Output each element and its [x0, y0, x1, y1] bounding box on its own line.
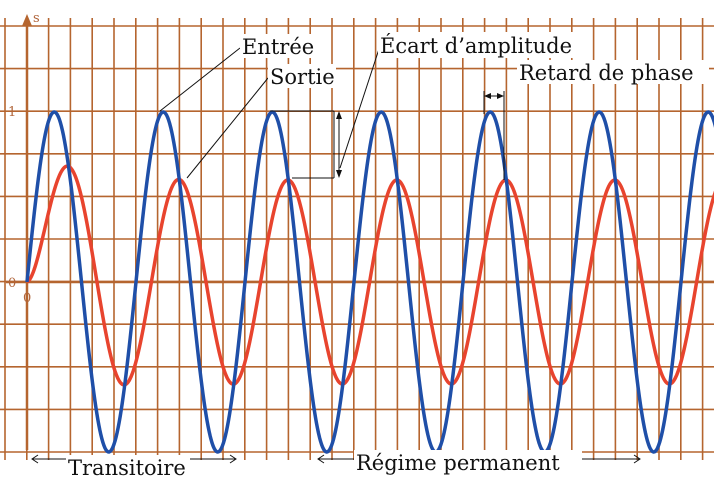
y-tick-label-0: 0: [8, 276, 16, 291]
ecart-leader-line: [339, 45, 381, 169]
transitoire-label-bg: [66, 455, 190, 481]
transitoire-label: Transitoire: [68, 456, 186, 480]
y-tick-label-1: 1: [8, 105, 16, 120]
sortie-label: Sortie: [270, 65, 335, 89]
transitoire-range-right-arrow: [229, 454, 237, 464]
retard-label: Retard de phase: [519, 61, 694, 85]
entree-label-bg: [240, 34, 318, 58]
entree-label: Entrée: [242, 35, 314, 59]
entree-leader-line: [159, 47, 241, 112]
y-axis-arrow: [22, 14, 32, 26]
series-group: [25, 110, 714, 454]
series-line-entree: [25, 110, 714, 454]
ecart-arrowhead-up: [336, 111, 342, 119]
ecart-label-bg: [378, 32, 590, 58]
axes: s 1 0 0: [6, 11, 714, 450]
series-line-sortie: [26, 164, 714, 387]
retard-label-bg: [517, 60, 709, 84]
annotations: Entrée Sortie Écart d’amplitude Retard d…: [31, 32, 709, 481]
retard-arrowhead-right: [497, 93, 504, 99]
ecart-arrowhead-down: [336, 170, 342, 178]
sortie-label-bg: [268, 64, 336, 88]
regime-range-left-arrow: [317, 454, 325, 464]
regime-range-right-arrow: [633, 454, 641, 464]
x-tick-label-0: 0: [23, 291, 31, 306]
y-axis-label: s: [33, 11, 40, 26]
regime-label: Régime permanent: [356, 451, 560, 475]
transitoire-range-left-arrow: [31, 454, 39, 464]
ecart-label: Écart d’amplitude: [380, 34, 572, 58]
sortie-leader-line: [186, 77, 269, 179]
retard-arrowhead-left: [484, 93, 491, 99]
regime-label-bg: [354, 450, 582, 476]
